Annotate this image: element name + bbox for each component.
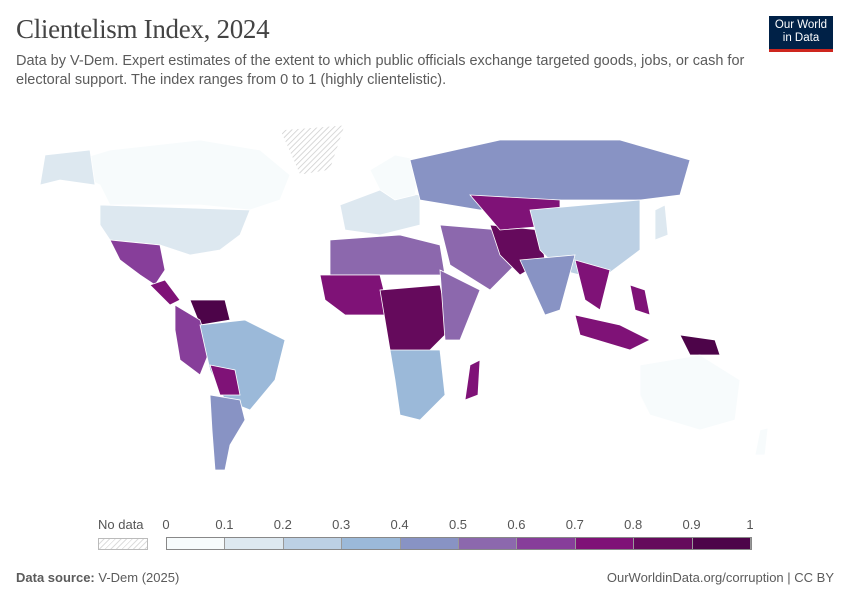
country-central-america[interactable]	[149, 279, 181, 306]
footer-link[interactable]: OurWorldinData.org/corruption | CC BY	[606, 570, 834, 585]
legend-no-data-swatch[interactable]	[98, 538, 148, 550]
country-argentina[interactable]	[209, 394, 246, 471]
legend-tick: 0.6	[507, 517, 526, 532]
legend-tick: 1	[746, 517, 754, 532]
legend-swatch[interactable]	[458, 538, 518, 549]
legend-tick: 0.9	[682, 517, 701, 532]
source-link[interactable]: V-Dem (2025)	[98, 570, 180, 585]
country-india[interactable]	[519, 254, 576, 316]
legend-tick: 0.4	[390, 517, 409, 532]
legend-swatch[interactable]	[575, 538, 635, 549]
country-colombia-peru[interactable]	[174, 304, 211, 376]
page-subtitle: Data by V-Dem. Expert estimates of the e…	[16, 53, 745, 88]
world-map	[39, 124, 769, 471]
legend-swatch[interactable]	[167, 538, 226, 549]
country-southeast-asia[interactable]	[574, 259, 611, 311]
country-southern-africa[interactable]	[389, 349, 446, 421]
country-indonesia[interactable]	[574, 314, 651, 351]
legend-tick: 0.1	[215, 517, 234, 532]
legend-swatch[interactable]	[400, 538, 459, 549]
legend-tick: 0.7	[565, 517, 584, 532]
legend-tick: 0.3	[332, 517, 351, 532]
legend-tick: 0.5	[448, 517, 468, 532]
country-canada[interactable]	[58, 139, 291, 211]
source-label: Data source:	[16, 570, 95, 585]
data-source: Data source: V-Dem (2025)	[16, 570, 179, 585]
country-north-africa[interactable]	[329, 234, 446, 276]
country-papua-new-guinea[interactable]	[679, 334, 721, 356]
country-west-africa[interactable]	[319, 274, 391, 316]
legend-swatch[interactable]	[283, 538, 343, 549]
legend-swatch[interactable]	[225, 538, 284, 549]
country-greenland[interactable]	[279, 124, 346, 176]
country-central-africa[interactable]	[379, 284, 451, 361]
country-alaska[interactable]	[39, 149, 96, 186]
country-east-africa[interactable]	[439, 269, 481, 341]
country-new-zealand[interactable]	[754, 427, 769, 456]
legend-swatch[interactable]	[692, 538, 751, 549]
page-title: Clientelism Index, 2024	[16, 14, 270, 44]
legend-swatch[interactable]	[342, 538, 401, 549]
legend-color-bar	[166, 537, 752, 550]
country-russia[interactable]	[409, 139, 691, 211]
country-australia[interactable]	[639, 354, 741, 431]
owid-logo[interactable]: Our World in Data	[769, 16, 833, 52]
country-philippines[interactable]	[629, 284, 651, 316]
legend-tick: 0.8	[624, 517, 643, 532]
country-bolivia-paraguay[interactable]	[209, 364, 241, 396]
country-mexico[interactable]	[109, 239, 166, 286]
legend-swatch[interactable]	[634, 538, 693, 549]
legend-tick: 0.2	[273, 517, 292, 532]
legend-no-data-label: No data	[98, 517, 144, 532]
legend-swatch[interactable]	[517, 538, 576, 549]
country-japan[interactable]	[654, 204, 669, 241]
country-venezuela[interactable]	[189, 299, 231, 326]
country-madagascar[interactable]	[464, 359, 481, 401]
country-scandinavia[interactable]	[369, 154, 421, 201]
legend-tick: 0	[162, 517, 170, 532]
